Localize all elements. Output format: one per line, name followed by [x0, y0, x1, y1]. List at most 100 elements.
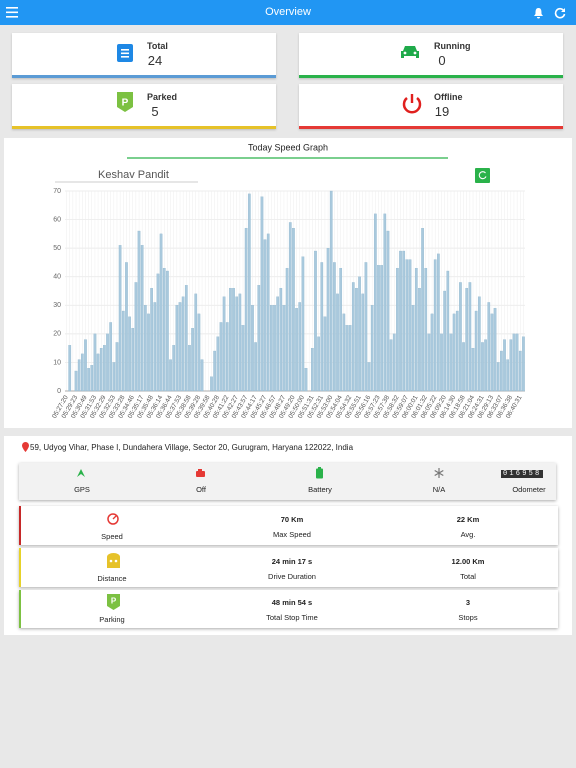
notification-button[interactable]	[533, 7, 544, 19]
stat-label: Speed	[101, 532, 123, 541]
stat-label: Drive Duration	[268, 572, 316, 581]
stat-value: 48 min 54 s	[271, 598, 313, 607]
status-bar: GPS Off Battery N/A 016958 Odometer	[19, 463, 556, 500]
bar	[317, 336, 320, 392]
bar	[93, 333, 97, 392]
bar	[247, 193, 251, 392]
stat-label: Avg.	[460, 530, 476, 539]
menu-button[interactable]	[6, 7, 18, 18]
bar	[418, 287, 421, 392]
card[interactable]: Offline 19	[299, 84, 563, 129]
bar	[301, 256, 305, 392]
speed-icon	[107, 513, 119, 525]
driver-name[interactable]: Keshav Pandit	[98, 169, 169, 181]
bar	[370, 305, 374, 392]
bar	[235, 296, 239, 392]
stat-row: P Parking 48 min 54 s Total Stop Time 3 …	[19, 590, 558, 628]
bar	[125, 262, 128, 392]
bar	[74, 370, 78, 392]
bar	[225, 322, 229, 392]
card[interactable]: P Parked 5	[12, 84, 276, 129]
bar	[427, 333, 431, 392]
card-value: 5	[151, 104, 159, 119]
bar	[292, 227, 295, 392]
header-title: Overview	[265, 6, 311, 18]
bar	[257, 285, 261, 392]
bar	[377, 265, 380, 392]
bar	[172, 345, 176, 392]
stat-label: Distance	[97, 574, 127, 583]
bar	[153, 302, 157, 392]
chart: Today Speed Graph Keshav Pandit 0 10 20 30 4…	[51, 142, 525, 420]
bar	[440, 333, 443, 392]
refresh-button[interactable]	[554, 7, 566, 19]
card-value: 19	[434, 104, 450, 119]
bar	[465, 287, 469, 392]
bar	[241, 325, 245, 392]
bar	[471, 347, 475, 392]
stat-value: 12.00 Km	[451, 557, 485, 566]
bar	[348, 325, 352, 392]
stat-label: Total	[460, 572, 476, 581]
bar	[351, 282, 355, 392]
bar	[503, 339, 506, 392]
bar	[405, 259, 409, 392]
gps-icon	[77, 469, 85, 477]
bar	[181, 296, 185, 392]
bar	[103, 345, 106, 392]
icon	[401, 46, 419, 58]
bar	[408, 259, 412, 392]
bar	[222, 296, 226, 392]
status-label: Battery	[308, 485, 332, 494]
bar	[169, 359, 172, 392]
bar	[150, 287, 153, 392]
bar	[455, 310, 459, 392]
bar	[474, 310, 478, 392]
svg-text:P: P	[111, 597, 117, 606]
bar	[159, 233, 163, 392]
icon	[117, 44, 133, 62]
reload-button[interactable]	[475, 168, 490, 183]
bar	[194, 293, 198, 392]
card[interactable]: Running 0	[299, 33, 563, 78]
bar	[367, 362, 371, 392]
chart-title: Today Speed Graph	[248, 142, 328, 152]
bar	[68, 345, 72, 392]
bar	[77, 359, 81, 392]
y-tick-label: 40	[53, 274, 61, 281]
bar	[437, 253, 440, 392]
bar	[506, 359, 510, 392]
y-tick-label: 20	[53, 331, 61, 338]
ac-icon	[434, 468, 444, 478]
bar	[260, 196, 264, 392]
bar	[323, 316, 327, 392]
card[interactable]: Total 24	[12, 33, 276, 78]
bar	[99, 347, 103, 392]
bar	[500, 350, 503, 392]
bar	[399, 250, 402, 392]
pin-icon	[22, 442, 29, 452]
bar	[285, 267, 289, 392]
header: Overview	[0, 0, 576, 25]
bar	[452, 313, 456, 392]
y-tick-label: 30	[53, 302, 61, 309]
bar	[518, 350, 522, 392]
bar	[188, 345, 191, 392]
bar	[96, 353, 100, 392]
bar	[481, 342, 484, 392]
bar	[191, 327, 194, 392]
bar	[304, 367, 308, 392]
bar	[459, 282, 462, 392]
bar	[358, 276, 361, 392]
bar	[522, 336, 525, 392]
stat-label: Stops	[458, 613, 478, 622]
bar	[273, 305, 276, 392]
status-label: Odometer	[512, 485, 546, 494]
bar	[210, 376, 213, 392]
bar	[355, 287, 358, 392]
bar	[342, 313, 346, 392]
card-value: 0	[438, 53, 446, 68]
card-label: Parked	[147, 92, 178, 102]
icon	[402, 94, 422, 114]
bar	[446, 270, 450, 392]
